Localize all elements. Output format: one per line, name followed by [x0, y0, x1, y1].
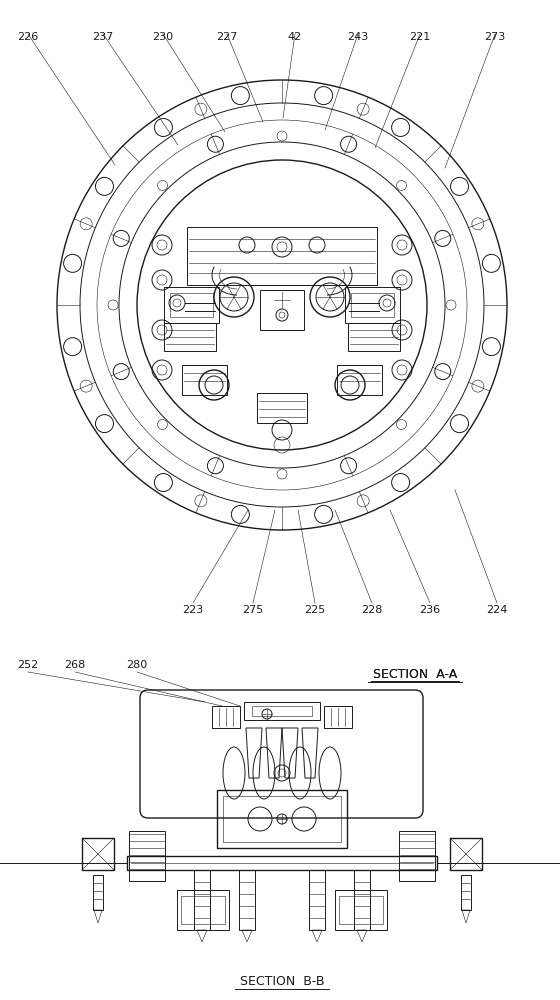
Text: 236: 236	[419, 605, 441, 615]
Bar	[212, 706, 240, 728]
Bar	[335, 890, 387, 930]
Bar	[339, 896, 383, 924]
Text: 230: 230	[152, 32, 174, 42]
Bar	[309, 870, 325, 930]
Bar	[164, 287, 219, 323]
Bar	[93, 875, 103, 910]
Bar	[461, 875, 471, 910]
Text: 252: 252	[17, 660, 39, 670]
Text: 227: 227	[216, 32, 237, 42]
Bar	[182, 365, 227, 395]
Bar	[223, 796, 341, 842]
Bar	[127, 856, 437, 870]
Text: 268: 268	[64, 660, 86, 670]
Text: 228: 228	[361, 605, 382, 615]
Bar	[239, 870, 255, 930]
Text: SECTION  A-A: SECTION A-A	[373, 668, 457, 681]
Text: 275: 275	[242, 605, 264, 615]
Text: 42: 42	[288, 32, 302, 42]
Text: 224: 224	[486, 605, 508, 615]
Bar	[324, 706, 352, 728]
Bar	[177, 890, 229, 930]
Text: 226: 226	[17, 32, 39, 42]
Text: 225: 225	[305, 605, 325, 615]
Text: 273: 273	[484, 32, 506, 42]
Bar	[170, 293, 213, 317]
Text: 237: 237	[92, 32, 114, 42]
Text: 223: 223	[183, 605, 204, 615]
Bar	[348, 323, 400, 351]
Text: 243: 243	[347, 32, 368, 42]
Bar	[260, 290, 304, 330]
Bar	[257, 393, 307, 423]
Bar	[351, 293, 394, 317]
Text: 221: 221	[409, 32, 431, 42]
Bar	[252, 706, 312, 716]
Bar	[82, 838, 114, 870]
Bar	[399, 831, 435, 881]
Bar	[337, 365, 382, 395]
Bar	[244, 702, 320, 720]
Bar	[194, 870, 210, 930]
Text: SECTION  A-A: SECTION A-A	[373, 668, 457, 681]
Bar	[217, 790, 347, 848]
Text: 280: 280	[127, 660, 148, 670]
Bar	[187, 227, 377, 285]
Text: SECTION  B-B: SECTION B-B	[240, 975, 324, 988]
Bar	[354, 870, 370, 930]
Bar	[181, 896, 225, 924]
Bar	[164, 323, 216, 351]
Bar	[345, 287, 400, 323]
Bar	[129, 831, 165, 881]
Bar	[450, 838, 482, 870]
